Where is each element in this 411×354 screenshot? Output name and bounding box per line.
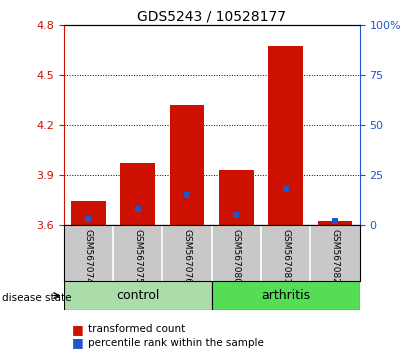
Text: GSM567082: GSM567082 [330, 229, 339, 284]
Text: disease state: disease state [2, 293, 72, 303]
Text: arthritis: arthritis [261, 289, 310, 302]
Bar [268, 46, 303, 225]
Bar [170, 105, 204, 225]
Text: GSM567081: GSM567081 [281, 229, 290, 284]
Text: GSM567080: GSM567080 [232, 229, 241, 284]
Text: ■: ■ [72, 323, 84, 336]
Text: GSM567074: GSM567074 [84, 229, 93, 284]
Bar [64, 281, 212, 310]
Bar [212, 281, 360, 310]
Text: GSM567075: GSM567075 [133, 229, 142, 284]
Text: percentile rank within the sample: percentile rank within the sample [88, 338, 264, 348]
Text: ■: ■ [72, 336, 84, 349]
Bar [219, 170, 254, 225]
Bar [71, 201, 106, 225]
Title: GDS5243 / 10528177: GDS5243 / 10528177 [137, 10, 286, 24]
Text: control: control [116, 289, 159, 302]
Text: transformed count: transformed count [88, 324, 186, 334]
Bar [120, 163, 155, 225]
Bar [318, 222, 352, 225]
Text: GSM567076: GSM567076 [182, 229, 192, 284]
